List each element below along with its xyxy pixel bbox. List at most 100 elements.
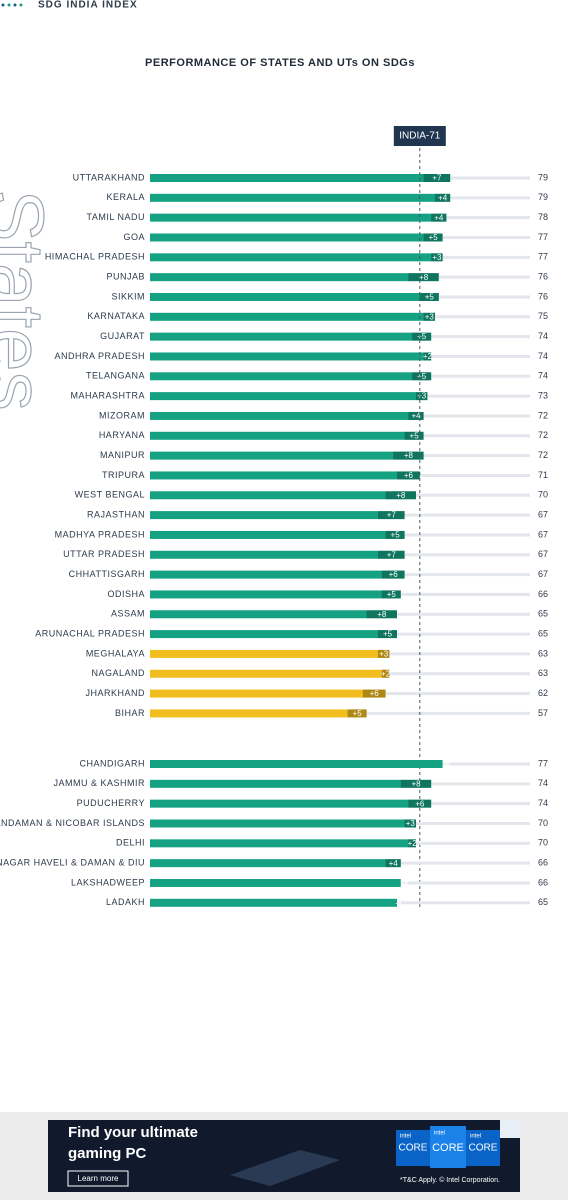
category-label: JAMMU & KASHMIR <box>53 778 145 788</box>
value-label: 66 <box>538 858 548 868</box>
change-segment <box>408 799 432 808</box>
value-label: 67 <box>538 529 548 539</box>
ad-choice[interactable] <box>500 1120 520 1138</box>
change-segment <box>397 471 420 480</box>
change-segment <box>381 590 401 599</box>
value-label: 76 <box>538 291 548 301</box>
value-label: 70 <box>538 490 548 500</box>
change-label: +5 <box>417 372 427 381</box>
change-label: +5 <box>387 590 397 599</box>
change-segment <box>416 392 428 401</box>
bar <box>150 898 397 907</box>
bar <box>150 411 424 420</box>
change-label: +2 <box>381 669 391 678</box>
ad-headline: gaming PC <box>68 1145 147 1162</box>
bar <box>150 570 405 579</box>
dot <box>1 3 5 7</box>
bar <box>150 451 424 460</box>
group-label: States <box>0 189 60 410</box>
logo <box>430 1126 466 1168</box>
category-label: KERALA <box>106 192 145 202</box>
bar <box>150 213 447 222</box>
change-segment <box>400 779 432 788</box>
category-label: PUDUCHERRY <box>77 798 145 808</box>
bar <box>150 292 439 301</box>
value-label: 67 <box>538 509 548 519</box>
bar <box>150 332 432 341</box>
category-label: CHANDIGARH <box>79 758 145 768</box>
bar <box>150 610 397 619</box>
change-label: +3 <box>425 312 435 321</box>
value-label: 75 <box>538 311 548 321</box>
change-label: +4 <box>411 412 421 421</box>
value-label: 66 <box>538 589 548 599</box>
ad-button[interactable] <box>67 1170 129 1187</box>
value-label: 65 <box>538 628 548 638</box>
value-label: 57 <box>538 708 548 718</box>
logo-product: CORE <box>469 1143 498 1154</box>
bar <box>150 799 432 808</box>
category-label: TAMIL NADU <box>86 212 145 222</box>
logo-product: CORE <box>399 1143 428 1154</box>
change-label: +3 <box>406 819 416 828</box>
category-label: NAGALAND <box>91 668 145 678</box>
bar <box>150 590 401 599</box>
change-segment <box>381 669 390 678</box>
bar <box>150 689 386 698</box>
category-label: LAKSHADWEEP <box>71 877 145 887</box>
logo-brand: intel <box>470 1134 481 1140</box>
ad-disclaimer: *T&C Apply. © Intel Corporation. <box>400 1176 500 1184</box>
value-label: 66 <box>538 877 548 887</box>
change-segment <box>400 878 409 887</box>
category-label: MADHYA PRADESH <box>55 529 145 539</box>
category-label: HIMACHAL PRADESH <box>45 252 145 262</box>
header: SDG INDIA INDEX <box>38 0 138 11</box>
value-label: 76 <box>538 272 548 282</box>
category-label: MANIPUR <box>100 450 145 460</box>
bar <box>150 779 432 788</box>
value-label: 65 <box>538 609 548 619</box>
change-segment <box>431 213 447 222</box>
bar <box>150 312 435 321</box>
reference-label: INDIA-71 <box>399 131 441 142</box>
logo <box>466 1130 500 1166</box>
change-segment <box>362 689 386 698</box>
category-label: ODISHA <box>107 589 145 599</box>
value-label: 72 <box>538 450 548 460</box>
reference-box <box>393 126 446 146</box>
change-label: -2 <box>401 879 409 888</box>
value-label: 74 <box>538 371 548 381</box>
category-label: TELANGANA <box>86 371 145 381</box>
change-segment <box>423 312 435 321</box>
change-segment <box>381 570 405 579</box>
bar <box>150 839 416 848</box>
bar <box>150 530 405 539</box>
value-label: 72 <box>538 430 548 440</box>
change-label: +5 <box>391 531 401 540</box>
bar <box>150 253 443 262</box>
category-label: JHARKHAND <box>85 688 145 698</box>
category-label: GOA <box>123 232 145 242</box>
category-label: PUNJAB <box>106 272 145 282</box>
bar <box>150 233 443 242</box>
value-label: 62 <box>538 688 548 698</box>
category-label: MAHARASHTRA <box>70 391 145 401</box>
change-label: +6 <box>415 799 425 808</box>
change-segment <box>378 630 397 639</box>
change-label: +6 <box>404 471 414 480</box>
change-label: +6 <box>389 570 399 579</box>
bar <box>150 709 367 718</box>
change-label: +3 <box>417 392 427 401</box>
bar <box>150 819 416 828</box>
change-label: +6 <box>370 689 380 698</box>
logo-brand: intel <box>400 1134 411 1140</box>
change-segment <box>408 839 416 848</box>
change-segment <box>378 511 405 520</box>
category-label: TRIPURA <box>102 470 145 480</box>
category-label: ASSAM <box>111 609 145 619</box>
bar <box>150 630 397 639</box>
change-segment <box>404 819 416 828</box>
ad-button-label[interactable]: Learn more <box>78 1174 119 1183</box>
change-label: +4 <box>389 859 399 868</box>
